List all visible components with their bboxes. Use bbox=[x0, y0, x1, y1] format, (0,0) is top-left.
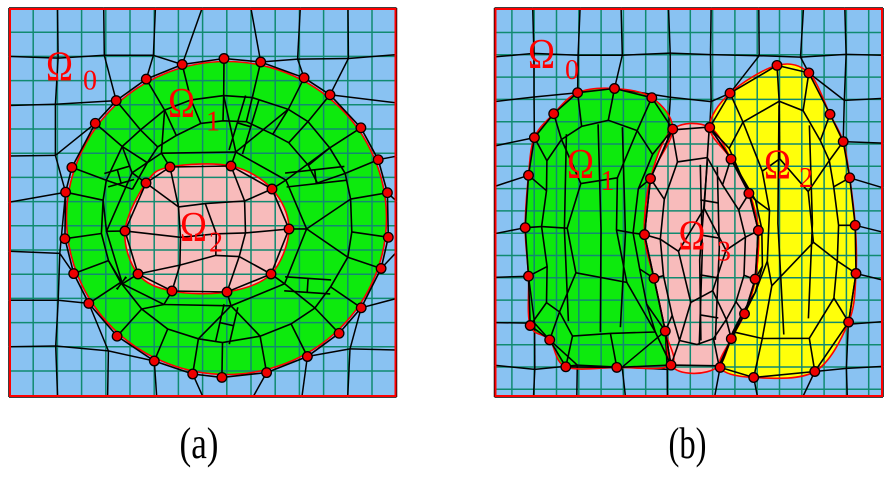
svg-text:(b): (b) bbox=[669, 419, 707, 468]
svg-text:Ω: Ω bbox=[567, 142, 594, 188]
svg-text:2: 2 bbox=[799, 163, 813, 194]
svg-text:2: 2 bbox=[209, 227, 223, 258]
svg-text:Ω: Ω bbox=[528, 32, 555, 78]
svg-text:Ω: Ω bbox=[180, 205, 207, 251]
svg-text:1: 1 bbox=[601, 166, 615, 197]
svg-text:0: 0 bbox=[83, 66, 97, 97]
svg-text:0: 0 bbox=[565, 55, 579, 86]
svg-text:Ω: Ω bbox=[764, 143, 791, 189]
svg-text:(a): (a) bbox=[180, 419, 219, 468]
svg-text:Ω: Ω bbox=[679, 214, 706, 260]
svg-text:Ω: Ω bbox=[46, 45, 73, 91]
svg-text:1: 1 bbox=[206, 106, 220, 137]
svg-text:3: 3 bbox=[717, 236, 731, 267]
svg-text:Ω: Ω bbox=[168, 81, 195, 127]
